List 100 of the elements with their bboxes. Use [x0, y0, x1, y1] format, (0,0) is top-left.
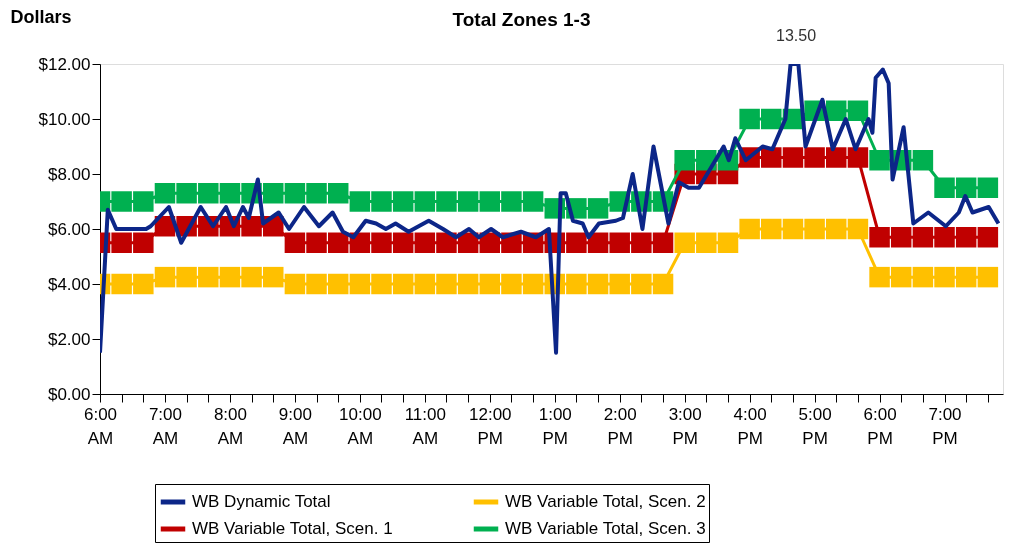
x-tick-label: 7:00 PM: [928, 404, 962, 448]
line-series: [100, 64, 1001, 355]
point: [674, 232, 695, 253]
point: [327, 232, 349, 253]
y-tick-label: $4.00: [47, 274, 91, 294]
point: [955, 266, 977, 288]
point: [696, 232, 717, 253]
point: [566, 273, 587, 295]
point: [349, 273, 371, 295]
point: [847, 100, 869, 121]
point: [371, 273, 392, 295]
point: [782, 147, 804, 168]
point: [436, 232, 457, 253]
legend-label: WB Variable Total, Scen. 1: [192, 519, 393, 538]
point: [198, 183, 219, 204]
point: [111, 232, 132, 253]
point: [133, 273, 154, 295]
point: [631, 232, 652, 253]
point: [782, 218, 804, 240]
point: [198, 266, 219, 288]
point: [977, 177, 999, 198]
point: [479, 273, 501, 295]
point: [219, 266, 241, 288]
point: [306, 232, 327, 253]
point: [825, 218, 847, 240]
y-tick-label: $6.00: [47, 219, 91, 239]
point: [977, 266, 999, 288]
point: [371, 191, 392, 212]
point: [133, 232, 154, 253]
point: [111, 191, 132, 212]
point: [890, 227, 912, 248]
point: [501, 191, 522, 212]
chart-title: Total Zones 1-3: [452, 9, 591, 30]
point: [825, 147, 847, 168]
point: [761, 147, 782, 168]
point: [869, 227, 890, 248]
point: [566, 232, 587, 253]
point: [479, 191, 501, 212]
point: [761, 108, 782, 130]
point: [327, 273, 349, 295]
point: [306, 273, 327, 295]
x-tick-label: 3:00 PM: [668, 404, 702, 448]
x-tick-label: 8:00 AM: [213, 404, 247, 448]
point: [934, 177, 955, 198]
x-tick-label: 5:00 PM: [798, 404, 832, 448]
point: [176, 266, 197, 288]
point: [587, 232, 609, 253]
point: [263, 266, 284, 288]
point: [392, 273, 414, 295]
y-axis-title: Dollars: [10, 6, 72, 27]
point: [652, 273, 674, 295]
point: [804, 147, 825, 168]
point: [154, 266, 176, 288]
point: [804, 218, 825, 240]
x-tick-label: 1:00 PM: [538, 404, 572, 448]
x-tick-label: 6:00 PM: [863, 404, 897, 448]
legend-label: WB Variable Total, Scen. 3: [505, 519, 706, 538]
legend-label: WB Variable Total, Scen. 2: [505, 492, 706, 511]
point: [739, 108, 760, 130]
point: [414, 232, 436, 253]
point: [934, 227, 955, 248]
point: [306, 183, 327, 204]
point: [241, 216, 262, 237]
point: [111, 273, 132, 295]
point: [717, 232, 739, 253]
point: [934, 266, 955, 288]
x-tick-label: 4:00 PM: [733, 404, 767, 448]
point: [392, 191, 414, 212]
point: [955, 177, 977, 198]
x-tick-label: 9:00 AM: [278, 404, 312, 448]
point: [501, 273, 522, 295]
point: [955, 227, 977, 248]
point: [284, 273, 306, 295]
point: [652, 232, 674, 253]
point: [284, 232, 306, 253]
point: [890, 266, 912, 288]
y-tick-label: $2.00: [47, 329, 91, 349]
point: [284, 183, 306, 204]
point: [133, 191, 154, 212]
x-tick-label: 2:00 PM: [603, 404, 637, 448]
point: [371, 232, 392, 253]
point: [912, 150, 934, 171]
point: [587, 273, 609, 295]
point: [176, 183, 197, 204]
point: [847, 147, 869, 168]
point: [457, 273, 479, 295]
point: [154, 183, 176, 204]
point: [609, 273, 630, 295]
point: [392, 232, 414, 253]
point: [241, 266, 262, 288]
point: [349, 191, 371, 212]
point: [436, 191, 457, 212]
point: [847, 218, 869, 240]
y-tick-label: $8.00: [47, 164, 91, 184]
y-tick-label: $12.00: [38, 54, 91, 74]
point: [327, 183, 349, 204]
x-tick-label: 6:00 AM: [83, 404, 118, 448]
point: [869, 266, 890, 288]
point: [869, 150, 890, 171]
point: [912, 266, 934, 288]
